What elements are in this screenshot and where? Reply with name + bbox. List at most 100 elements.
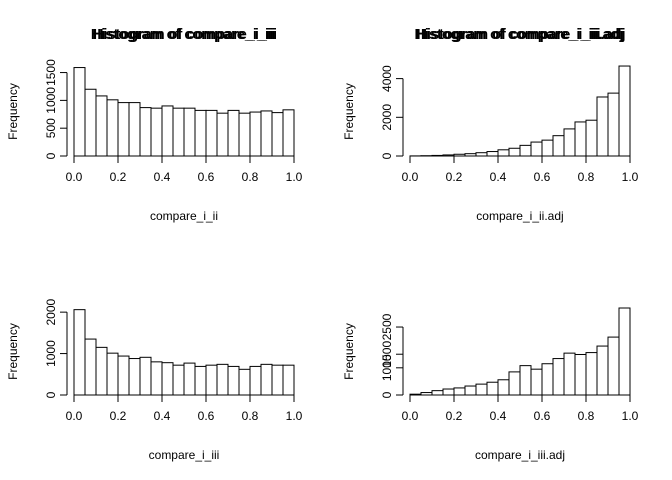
x-tick-label: 0.6: [534, 170, 551, 184]
x-tick-label: 0.4: [154, 170, 171, 184]
x-tick-label: 0.8: [578, 170, 595, 184]
x-tick-label: 0.0: [66, 170, 83, 184]
histogram-bar: [541, 363, 554, 396]
histogram-bar: [552, 135, 565, 157]
histogram-bar: [552, 358, 565, 396]
x-tick-label: 0.0: [402, 170, 419, 184]
x-tick-label: 0.4: [490, 170, 507, 184]
y-axis-label: Frequency: [6, 323, 20, 380]
y-tick-label: 1500: [44, 59, 58, 86]
x-tick-label: 0.6: [534, 409, 551, 423]
histogram-bar: [464, 385, 477, 396]
histogram-bar: [117, 355, 130, 396]
histogram-panel-1: Histogram of compare_i_ii 0.0 0.2 0.4 0.6 0.8…: [6, 27, 303, 223]
y-tick-label: 2000: [44, 298, 58, 325]
histogram-bar: [508, 147, 521, 157]
histogram-bar: [172, 364, 185, 396]
histogram-bar: [541, 139, 554, 157]
histogram-bar: [508, 371, 521, 396]
histogram-bar: [271, 112, 284, 157]
histogram-bar: [238, 368, 251, 396]
histogram-bar: [282, 109, 295, 157]
histogram-panel-3: Histogram of compare_i_iii 0.0 0.2 0.4 0.6 0.…: [6, 27, 303, 462]
histogram-bar: [574, 353, 587, 396]
histogram-bar: [161, 362, 174, 396]
y-tick-label: 1000: [380, 354, 394, 381]
y-axis-label: Frequency: [342, 323, 356, 380]
x-tick-label: 0.4: [154, 409, 171, 423]
histogram-bar: [607, 336, 620, 396]
histogram-bar: [486, 151, 499, 157]
histogram-bar: [194, 365, 207, 396]
histogram-bar: [139, 356, 152, 396]
x-axis-label: compare_i_ii.adj: [476, 209, 563, 223]
panel-title: Histogram of compare_i_ii.adj: [416, 27, 623, 43]
y-tick-label: 1500: [380, 341, 394, 368]
histogram-bar: [574, 121, 587, 157]
histogram-bar: [238, 112, 251, 157]
histogram-bar: [260, 363, 273, 396]
y-tick-label: 500: [44, 118, 58, 138]
y-tick-label: 1000: [44, 340, 58, 367]
histogram-bar: [95, 95, 108, 157]
histogram-bar: [183, 107, 196, 157]
histogram-bar: [73, 67, 86, 157]
histogram-bar: [249, 365, 262, 396]
histogram-bar: [150, 361, 163, 396]
histogram-bar: [475, 383, 488, 396]
histogram-bar: [216, 363, 229, 396]
histogram-bar: [585, 119, 598, 157]
x-tick-label: 0.8: [242, 170, 259, 184]
histogram-bar: [497, 149, 510, 157]
x-tick-label: 0.6: [198, 409, 215, 423]
y-tick-label: 2500: [380, 313, 394, 340]
histogram-bar: [530, 368, 543, 396]
y-tick-label: 0: [44, 391, 58, 398]
y-tick-label: 2000: [380, 104, 394, 131]
x-axis-label: compare_i_iii.adj: [475, 448, 565, 462]
x-tick-label: 0.2: [446, 170, 463, 184]
x-tick-label: 0.4: [490, 409, 507, 423]
y-tick-label: 0: [380, 391, 394, 398]
histogram-bar: [139, 107, 152, 157]
histogram-bar: [128, 102, 141, 157]
histogram-bar: [530, 141, 543, 157]
histogram-bar: [486, 381, 499, 396]
histogram-bar: [596, 345, 609, 396]
histogram-bar: [106, 99, 119, 157]
histogram-bar: [194, 109, 207, 157]
histogram-bar: [618, 307, 631, 396]
histogram-bar: [453, 387, 466, 396]
histogram-bar: [205, 364, 218, 396]
histogram-bar: [585, 352, 598, 396]
x-tick-label: 0.6: [198, 170, 215, 184]
histogram-bar: [618, 65, 631, 157]
histogram-bar: [271, 364, 284, 396]
x-axis-label: compare_i_iii: [149, 448, 220, 462]
x-tick-label: 1.0: [622, 409, 639, 423]
x-tick-label: 0.8: [242, 409, 259, 423]
histogram-bar: [227, 365, 240, 396]
histogram-bar: [84, 338, 97, 396]
x-tick-label: 0.0: [66, 409, 83, 423]
histogram-bar: [431, 390, 444, 396]
histogram-bar: [607, 92, 620, 157]
histogram-bar: [563, 352, 576, 396]
histogram-bar: [519, 144, 532, 157]
histogram-bar: [497, 379, 510, 396]
histogram-bar: [260, 110, 273, 157]
histogram-bar: [216, 112, 229, 157]
x-axis-label: compare_i_ii: [150, 209, 218, 223]
histogram-panel-4: Histogram of compare_i_iii.adj 0.0 0.2 0.4 0…: [342, 27, 639, 462]
histogram-bar: [128, 358, 141, 396]
histogram-bar: [150, 107, 163, 157]
histogram-bar: [205, 109, 218, 157]
histogram-bar: [95, 346, 108, 396]
histogram-bar: [183, 362, 196, 396]
y-axis-label: Frequency: [342, 83, 356, 140]
histogram-bar: [84, 88, 97, 157]
y-axis-label: Frequency: [6, 83, 20, 140]
histogram-bar: [519, 365, 532, 396]
